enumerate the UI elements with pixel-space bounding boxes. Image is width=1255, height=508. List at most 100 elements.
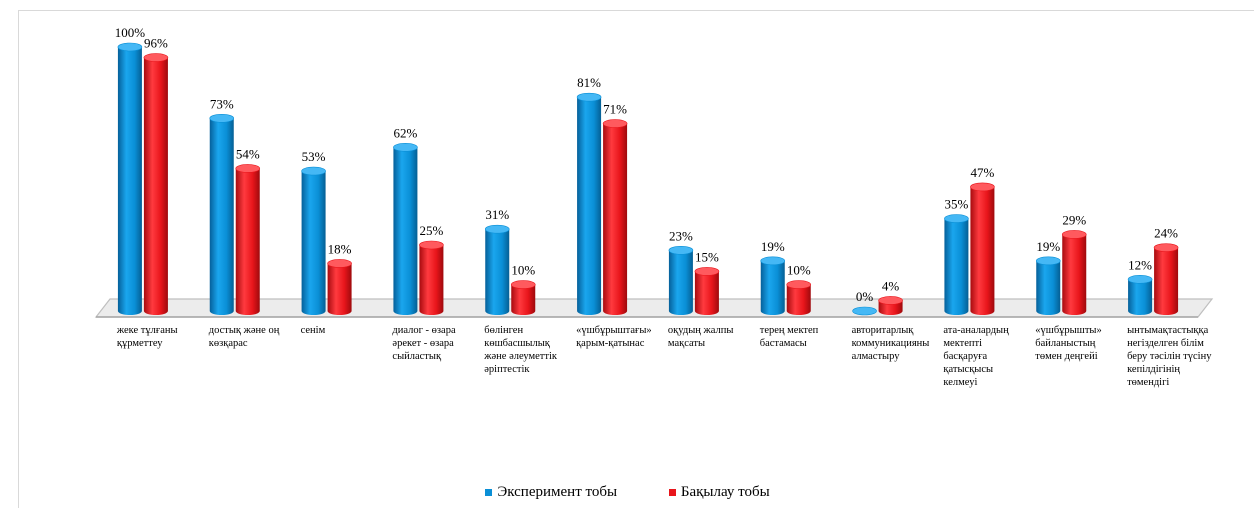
category-label-2: сенім	[301, 325, 326, 336]
bar-top-control-3	[419, 240, 444, 250]
bar-control-4	[510, 280, 536, 315]
data-label-control-8: 4%	[882, 278, 900, 293]
category-label-11: ынтымақтастыққа негізделген білім беру тәс…	[1127, 325, 1212, 388]
bar-top-control-1	[235, 164, 261, 173]
bar-control-5	[602, 119, 628, 315]
data-label-control-11: 24%	[1154, 226, 1178, 241]
bar-experiment-0	[117, 42, 143, 315]
bars-group	[117, 42, 1179, 316]
data-label-experiment-0: 100%	[115, 25, 146, 40]
bar-body-experiment-7	[760, 260, 785, 315]
data-label-experiment-5: 81%	[577, 75, 601, 90]
bar-body-experiment-0	[117, 47, 142, 315]
bar-top-control-10	[1061, 230, 1087, 239]
chart-floor	[94, 298, 1214, 318]
bar-experiment-9	[944, 214, 969, 315]
bar-control-3	[419, 240, 444, 315]
bar-experiment-11	[1127, 275, 1153, 315]
bar-experiment-6	[668, 245, 694, 315]
category-label-1: достық және оң көзқарас	[209, 325, 280, 349]
bar-control-7	[786, 280, 812, 315]
legend-swatch-control	[668, 489, 676, 496]
bar-body-control-4	[511, 284, 536, 315]
data-label-experiment-4: 31%	[485, 207, 509, 222]
bar-body-experiment-1	[209, 118, 234, 315]
bar-top-experiment-9	[944, 214, 969, 223]
data-label-control-7: 10%	[787, 263, 811, 278]
bar-top-control-0	[143, 53, 169, 62]
category-label-3: диалог - өзара әрекет - өзара сыйластық	[392, 325, 456, 362]
bar-body-control-2	[327, 263, 352, 315]
bar-body-control-10	[1062, 234, 1087, 315]
bar-experiment-5	[576, 92, 602, 315]
data-label-experiment-11: 12%	[1128, 257, 1152, 272]
data-label-control-10: 29%	[1062, 212, 1086, 227]
bar-top-experiment-7	[760, 256, 786, 266]
category-label-8: авторитарлық коммуникацияны алмастыру	[852, 325, 930, 362]
bar-top-experiment-10	[1035, 256, 1061, 266]
bar-top-control-7	[786, 280, 812, 289]
bar-control-0	[143, 53, 169, 316]
bar-body-control-9	[970, 186, 995, 315]
bar-body-experiment-3	[393, 147, 418, 315]
bar-experiment-7	[760, 256, 786, 315]
category-label-10: «үшбұрышты» байланыстың төмен деңгейі	[1035, 325, 1101, 362]
bar-control-2	[327, 259, 352, 315]
bar-top-control-5	[602, 119, 628, 128]
legend-item-experiment: Эксперимент тобы	[485, 484, 617, 501]
bar-top-experiment-3	[393, 143, 418, 152]
bar-top-control-11	[1153, 243, 1179, 252]
bar-control-9	[970, 182, 995, 315]
data-label-control-0: 96%	[144, 36, 168, 51]
data-label-control-3: 25%	[419, 223, 443, 238]
data-label-control-4: 10%	[511, 263, 535, 278]
bar-body-experiment-4	[485, 229, 510, 315]
category-label-0: жеке тұлғаны құрметтеу	[116, 325, 178, 349]
category-label-7: терең мектеп бастамасы	[760, 325, 819, 349]
bar-experiment-1	[209, 113, 235, 315]
data-labels-group: 100%96% 73% 54% 53% 18% 62% 25% 31% 10% 81%71% 23%…	[115, 25, 1178, 304]
bar-body-experiment-11	[1128, 279, 1153, 315]
bar-body-control-3	[419, 245, 444, 315]
data-label-experiment-8: 0%	[856, 289, 874, 304]
bar-body-experiment-5	[577, 97, 602, 315]
bar-top-experiment-2	[301, 166, 326, 176]
data-label-experiment-6: 23%	[669, 228, 693, 243]
data-label-experiment-3: 62%	[393, 125, 417, 140]
chart-frame	[18, 10, 1254, 508]
bar-control-11	[1153, 243, 1179, 315]
category-label-9: ата-аналардың мектепті басқаруға қатысқысы к…	[943, 325, 1009, 388]
bar-control-1	[235, 164, 261, 315]
category-label-5: «үшбұрыштағы» қарым-қатынас	[576, 325, 652, 349]
bar-body-control-5	[603, 123, 628, 315]
data-label-control-1: 54%	[236, 146, 260, 161]
bar-top-experiment-5	[576, 92, 602, 102]
legend: Эксперимент тобы Бақылау тобы	[0, 484, 1255, 501]
bar-chart: 100%96% 73% 54% 53% 18% 62% 25% 31% 10% 81%71% 23%…	[94, 25, 1214, 388]
data-label-experiment-9: 35%	[944, 197, 968, 212]
bar-body-control-6	[694, 271, 719, 315]
bar-experiment-3	[393, 143, 418, 315]
bar-top-experiment-1	[209, 113, 235, 123]
legend-item-control: Бақылау тобы	[668, 484, 770, 501]
bar-control-10	[1061, 230, 1087, 315]
legend-label-experiment: Эксперимент тобы	[497, 484, 618, 500]
bar-experiment-8	[852, 306, 877, 316]
category-labels-group: жеке тұлғаны құрметтеу достық және оң көзқа…	[116, 325, 1212, 388]
bar-body-control-11	[1154, 247, 1179, 315]
bar-body-control-1	[235, 168, 260, 315]
bar-control-8	[878, 296, 903, 315]
bar-experiment-10	[1035, 256, 1061, 315]
bar-body-experiment-6	[668, 250, 693, 315]
data-label-control-9: 47%	[970, 165, 994, 180]
bar-experiment-4	[484, 224, 510, 315]
bar-top-experiment-11	[1127, 275, 1153, 284]
bar-top-control-9	[970, 182, 995, 192]
bar-top-experiment-0	[117, 42, 143, 52]
bar-body-control-7	[786, 284, 811, 315]
bar-control-6	[694, 267, 720, 315]
data-label-experiment-7: 19%	[761, 239, 785, 254]
bar-body-experiment-10	[1036, 260, 1061, 315]
data-label-experiment-2: 53%	[302, 149, 326, 164]
bar-top-control-4	[510, 280, 536, 289]
